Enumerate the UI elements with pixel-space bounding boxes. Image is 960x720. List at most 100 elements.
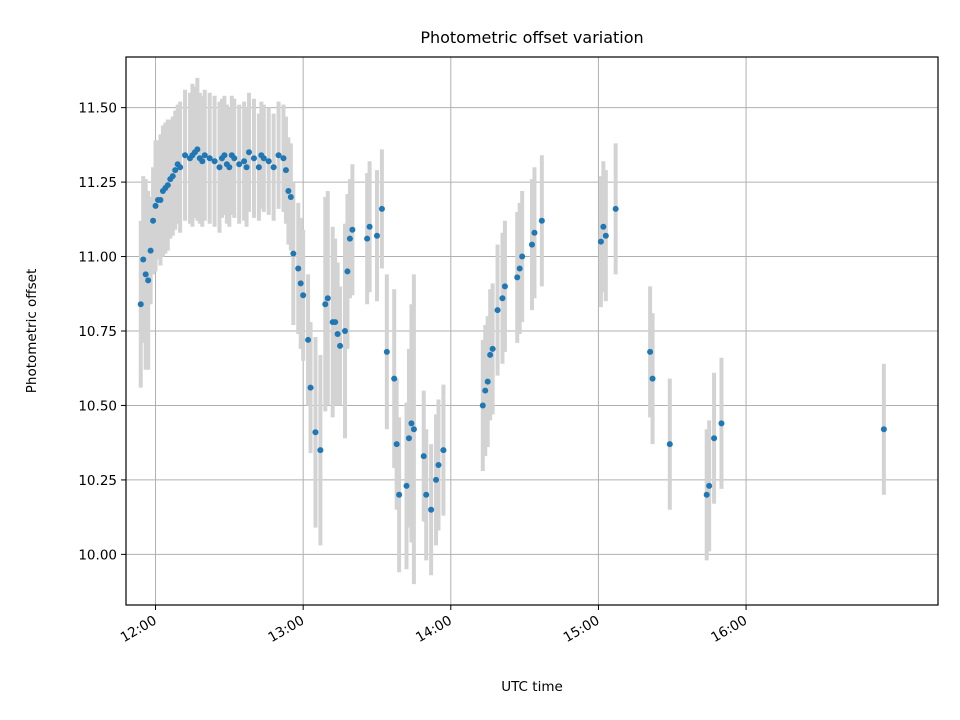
data-point — [344, 268, 351, 275]
data-point — [341, 328, 348, 334]
data-point — [221, 152, 228, 159]
data-point — [270, 164, 277, 171]
data-point — [243, 164, 250, 171]
data-point — [290, 250, 297, 257]
data-point — [428, 506, 435, 513]
x-tick-label: 16:00 — [708, 613, 750, 646]
x-axis-label: UTC time — [501, 679, 563, 695]
data-point — [194, 146, 201, 153]
data-point — [140, 256, 147, 263]
data-point — [378, 205, 385, 212]
y-axis-label: Photometric offset — [24, 269, 40, 393]
data-point — [410, 426, 417, 433]
data-point — [489, 345, 496, 352]
y-tick-label: 11.25 — [78, 175, 117, 191]
data-point — [440, 447, 447, 454]
data-point — [305, 336, 312, 343]
data-point — [484, 378, 491, 385]
data-point — [346, 235, 353, 242]
data-point — [408, 420, 415, 427]
data-point — [282, 167, 289, 174]
data-point — [246, 149, 253, 156]
data-point — [236, 161, 243, 168]
data-point — [393, 441, 400, 448]
data-point — [172, 167, 179, 174]
data-point — [297, 280, 304, 287]
data-point — [265, 158, 272, 165]
data-point — [307, 384, 314, 391]
data-point — [300, 292, 307, 299]
chart-title: Photometric offset variation — [420, 28, 643, 47]
data-point — [169, 173, 176, 180]
data-point — [703, 491, 710, 498]
y-tick-label: 10.25 — [78, 473, 117, 489]
data-point — [285, 188, 292, 195]
y-tick-label: 10.75 — [78, 324, 117, 340]
data-point — [147, 247, 154, 254]
data-point — [516, 265, 523, 272]
data-point — [201, 152, 208, 159]
data-point — [718, 420, 725, 427]
data-point — [152, 202, 159, 209]
data-point — [435, 462, 442, 469]
y-tick-label: 11.00 — [78, 250, 117, 266]
data-point — [260, 155, 267, 162]
data-point — [216, 164, 223, 171]
data-point — [349, 226, 356, 233]
data-point — [322, 301, 329, 308]
data-point — [337, 342, 344, 349]
data-point — [612, 205, 619, 212]
data-point — [142, 271, 149, 278]
data-point — [405, 435, 412, 442]
data-point — [666, 441, 673, 448]
data-point — [145, 277, 152, 284]
data-point — [157, 196, 164, 203]
data-point — [280, 155, 287, 162]
data-point — [383, 348, 390, 355]
data-point — [275, 152, 282, 159]
data-point — [334, 330, 341, 337]
data-point — [519, 253, 526, 260]
data-point — [150, 217, 157, 224]
data-point — [241, 158, 248, 165]
data-point — [206, 155, 213, 162]
data-point — [647, 348, 654, 355]
data-point — [324, 295, 331, 302]
y-axis-ticks: 10.00 10.25 10.50 10.75 11.00 11.25 11.50 — [78, 101, 126, 563]
data-point — [364, 235, 371, 242]
data-point — [366, 223, 373, 230]
data-point — [295, 265, 302, 272]
y-tick-label: 11.50 — [78, 101, 117, 117]
data-point — [649, 375, 656, 382]
data-point — [164, 182, 171, 189]
data-point — [706, 482, 713, 489]
data-point — [211, 158, 218, 165]
data-point — [880, 426, 887, 433]
data-point — [529, 241, 535, 248]
x-tick-label: 13:00 — [265, 613, 307, 646]
data-point — [600, 223, 607, 230]
data-point — [391, 375, 398, 382]
data-point — [312, 429, 319, 436]
data-point — [538, 217, 545, 224]
data-point — [373, 232, 380, 239]
data-point — [137, 301, 144, 308]
x-tick-label: 12:00 — [118, 613, 160, 646]
data-point — [231, 155, 238, 162]
data-point — [499, 295, 506, 302]
y-tick-label: 10.50 — [78, 398, 117, 414]
data-point — [501, 283, 508, 290]
data-point — [199, 158, 206, 165]
data-point — [487, 351, 494, 358]
data-point — [255, 164, 262, 171]
data-point — [317, 447, 324, 454]
data-point — [396, 491, 403, 498]
data-point — [287, 193, 294, 200]
data-point — [226, 164, 233, 171]
data-point — [482, 387, 489, 394]
y-tick-label: 10.00 — [78, 547, 117, 563]
data-point — [182, 152, 189, 159]
x-tick-label: 14:00 — [413, 613, 455, 646]
x-tick-label: 15:00 — [561, 613, 603, 646]
